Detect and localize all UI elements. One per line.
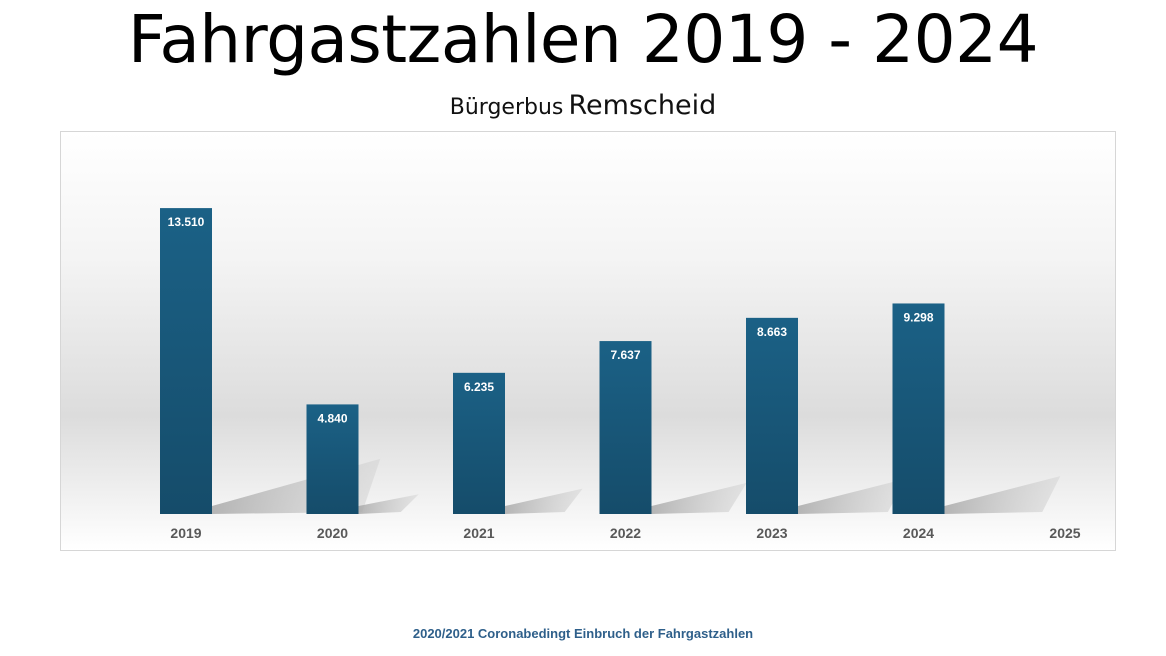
chart-title-years: 2019 - 2024 [641, 1, 1039, 78]
bar-2022 [599, 341, 652, 514]
bar-2020 [306, 404, 359, 514]
x-tick-label-2024: 2024 [903, 525, 934, 541]
chart-area: 13.510 4.840 6.235 7.637 8.663 9.298 2019 2020… [60, 131, 1116, 551]
x-tick-label-2020: 2020 [317, 525, 348, 541]
chart-subtitle-prefix: Bürgerbus [449, 95, 564, 120]
x-tick-label-2021: 2021 [463, 525, 494, 541]
bar-shadow-2022 [651, 482, 747, 514]
chart-subtitle-city: Remscheid [568, 90, 717, 121]
bar-shadow-2021 [505, 488, 583, 514]
data-label-2023: 8.663 [757, 325, 787, 339]
x-tick-label-2019: 2019 [170, 525, 201, 541]
x-tick-label-2023: 2023 [756, 525, 787, 541]
x-tick-label-2025: 2025 [1049, 525, 1080, 541]
chart-title-main: Fahrgastzahlen [127, 1, 622, 78]
data-label-2024: 9.298 [903, 310, 933, 324]
chart-annotation: 2020/2021 Coronabedingt Einbruch der Fah… [412, 626, 754, 641]
bar-chart: 13.510 4.840 6.235 7.637 8.663 9.298 2019 2020… [160, 208, 1081, 541]
bar-2023 [746, 317, 798, 514]
bar-2021 [453, 372, 505, 514]
data-label-2021: 6.235 [464, 380, 494, 394]
bar-shadow-2024 [944, 476, 1061, 514]
data-label-2020: 4.840 [317, 411, 347, 425]
chart-title: Fahrgastzahlen 2019 - 2024 [0, 0, 1166, 80]
bar-2024 [892, 303, 945, 514]
bar-shadow-2023 [798, 478, 906, 514]
chart-subtitle: Bürgerbus Remscheid [0, 86, 1166, 126]
x-tick-label-2022: 2022 [610, 525, 641, 541]
data-label-2019: 13.510 [168, 215, 205, 229]
bar-2019 [160, 208, 212, 514]
data-label-2022: 7.637 [610, 348, 640, 362]
bar-shadow-2020 [358, 494, 419, 514]
